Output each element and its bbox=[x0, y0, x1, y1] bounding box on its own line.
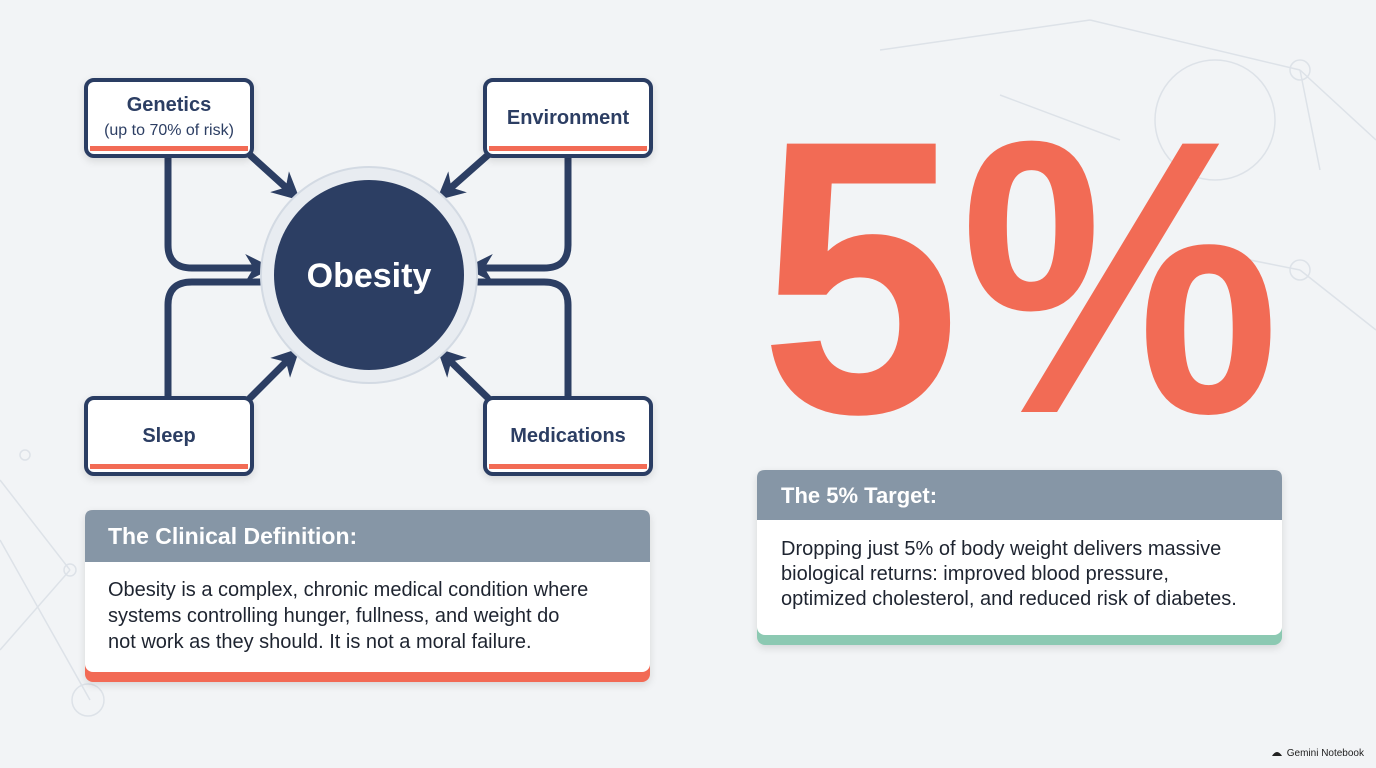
footer: Gemini Notebook bbox=[1287, 748, 1365, 759]
card-title: The Clinical Definition: bbox=[108, 523, 357, 549]
card-body-line: not work as they should. It is not a mor… bbox=[108, 631, 532, 653]
node-environment: Environment bbox=[483, 78, 653, 158]
connectors bbox=[164, 151, 572, 402]
card-body-line: systems controlling hunger, fullness, an… bbox=[108, 605, 559, 627]
node-sublabel: (up to 70% of risk) bbox=[104, 122, 234, 139]
big-stat: 5% bbox=[760, 59, 1280, 495]
background-network bbox=[0, 19, 1376, 717]
node-medications: Medications bbox=[483, 396, 653, 476]
card-title: The 5% Target: bbox=[781, 483, 937, 508]
node-sleep: Sleep bbox=[84, 396, 254, 476]
target-card: The 5% Target: Dropping just 5% of body … bbox=[757, 470, 1282, 645]
node-label: Environment bbox=[507, 107, 630, 129]
node-label: Genetics bbox=[127, 94, 211, 116]
node-genetics: Genetics (up to 70% of risk) bbox=[84, 78, 254, 158]
card-body-line: Obesity is a complex, chronic medical co… bbox=[108, 579, 588, 601]
center-label: Obesity bbox=[307, 257, 432, 295]
definition-card: The Clinical Definition: Obesity is a co… bbox=[85, 510, 650, 682]
center-node bbox=[274, 180, 464, 370]
node-label: Medications bbox=[510, 425, 626, 447]
card-body-line: Dropping just 5% of body weight delivers… bbox=[781, 538, 1221, 560]
footer-icon bbox=[1272, 752, 1282, 756]
node-label: Sleep bbox=[142, 425, 195, 447]
card-body-line: biological returns: improved blood press… bbox=[781, 563, 1169, 585]
card-body-line: optimized cholesterol, and reduced risk … bbox=[781, 588, 1237, 610]
